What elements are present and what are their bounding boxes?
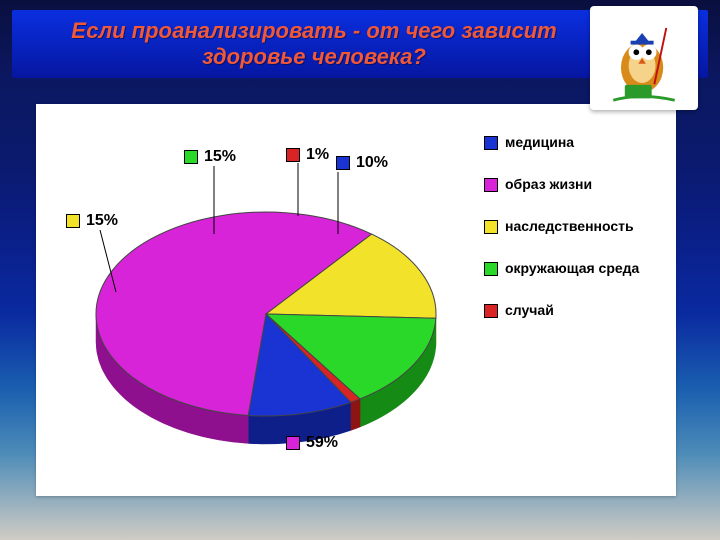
callout-swatch [66,214,80,228]
legend-item-environment: окружающая среда [484,260,664,276]
legend-swatch [484,220,498,234]
pie-chart: 10% 59% 15% 15% 1% [36,104,486,496]
legend-item-lifestyle: образ жизни [484,176,664,192]
callout-lifestyle: 59% [286,434,338,452]
legend-item-chance: случай [484,302,664,318]
owl-illustration [590,6,698,110]
legend-swatch [484,304,498,318]
callout-label: 10% [356,154,388,172]
legend-swatch [484,136,498,150]
legend-label: случай [505,302,554,318]
owl-icon [596,10,692,106]
callout-label: 59% [306,434,338,452]
slide-title: Если проанализировать - от чего зависит … [30,18,598,71]
legend-label: медицина [505,134,574,150]
callout-swatch [184,150,198,164]
callout-chance: 1% [286,146,329,164]
legend-label: окружающая среда [505,260,639,276]
callout-label: 15% [86,212,118,230]
legend: медицина образ жизни наследственность окруж… [484,134,664,344]
callout-medicine: 10% [336,154,388,172]
chart-card: 10% 59% 15% 15% 1% медицина образ жизни наслед… [36,104,676,496]
legend-label: образ жизни [505,176,592,192]
callout-swatch [286,436,300,450]
legend-item-medicine: медицина [484,134,664,150]
callout-swatch [286,148,300,162]
callout-label: 15% [204,148,236,166]
callout-environment: 15% [184,148,236,166]
legend-swatch [484,178,498,192]
callout-swatch [336,156,350,170]
callout-heredity: 15% [66,212,118,230]
legend-item-heredity: наследственность [484,218,664,234]
slide: Если проанализировать - от чего зависит … [0,0,720,540]
legend-swatch [484,262,498,276]
callout-label: 1% [306,146,329,164]
pie-svg [36,104,486,496]
legend-label: наследственность [505,218,634,234]
